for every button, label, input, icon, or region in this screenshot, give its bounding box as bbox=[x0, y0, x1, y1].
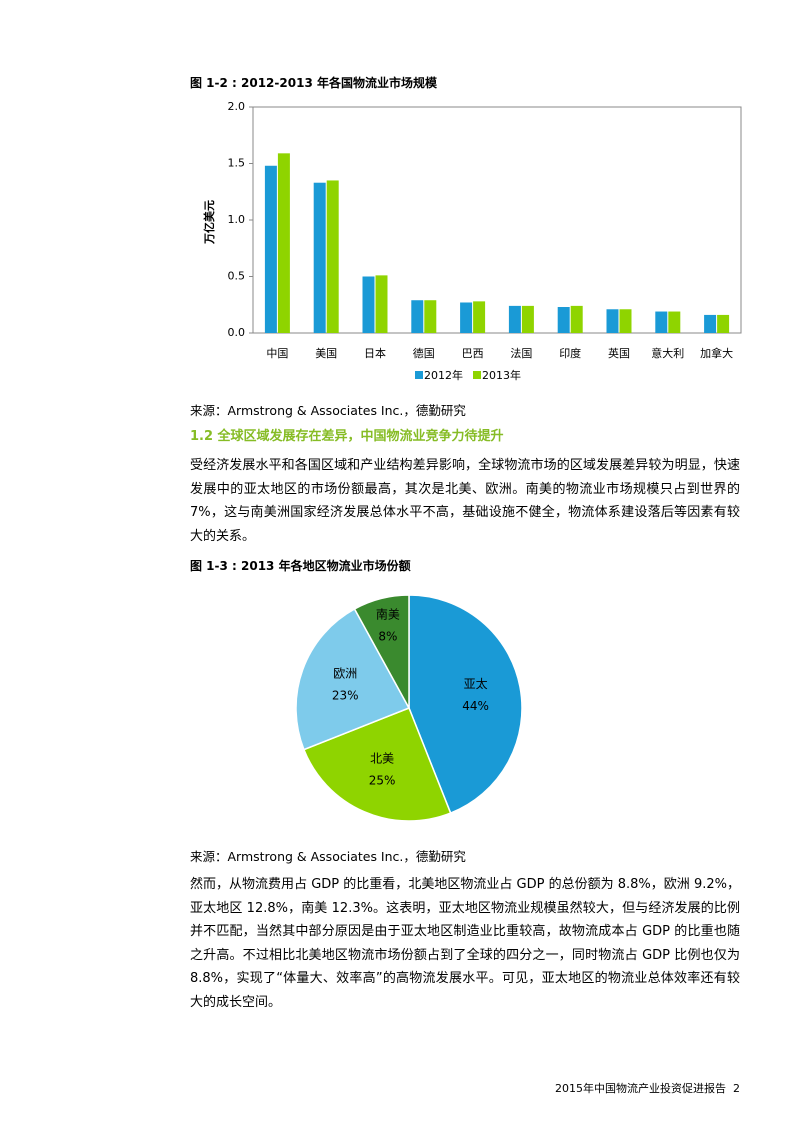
pie-slice bbox=[408, 594, 523, 815]
footer: 2015年中国物流产业投资促进报告 2 bbox=[555, 1080, 740, 1096]
pie-slice bbox=[295, 607, 411, 751]
bar bbox=[717, 314, 730, 333]
legend-label: 2013年 bbox=[482, 368, 521, 382]
bar bbox=[411, 300, 424, 333]
x-tick-label: 印度 bbox=[559, 346, 581, 360]
figure-title: 图 1-3 : 2013 年各地区物流业市场份额 bbox=[190, 559, 411, 573]
x-tick-label: 意大利 bbox=[651, 346, 684, 360]
slice-label: 北美 bbox=[370, 752, 394, 766]
paragraph: 受经济发展水平和各国区域和产业结构差异影响，全球物流市场的区域发展差异较为明显，… bbox=[190, 458, 740, 544]
x-tick-label: 法国 bbox=[510, 346, 532, 360]
y-tick-label: 0.0 bbox=[228, 326, 246, 339]
bar bbox=[326, 180, 339, 333]
slice-value: 44% bbox=[462, 699, 489, 713]
legend-swatch bbox=[473, 371, 481, 379]
bar-chart: 万亿美元 0.0 0.5 1.0 1.5 2.0 中国 美国 日本 德国 巴西 法国 印度 英国 意大利 加… bbox=[202, 100, 742, 382]
source: 来源：Armstrong & Associates Inc.，德勤研究 bbox=[190, 849, 466, 864]
y-tick-label: 1.5 bbox=[228, 157, 246, 170]
bar bbox=[375, 275, 388, 333]
bar bbox=[264, 165, 277, 333]
bar bbox=[704, 314, 717, 333]
slice-label: 南美 bbox=[376, 606, 400, 621]
bar bbox=[521, 305, 534, 333]
bar bbox=[619, 309, 632, 333]
slice-label: 欧洲 bbox=[333, 667, 357, 681]
slice-value: 25% bbox=[369, 774, 396, 788]
paragraph: 然而，从物流费用占 GDP 的比重看，北美地区物流业占 GDP 的总份额为 8.… bbox=[190, 877, 740, 1010]
x-tick-label: 巴西 bbox=[462, 347, 484, 360]
bar bbox=[277, 153, 290, 333]
bar bbox=[473, 301, 486, 333]
section-heading: 1.2 全球区域发展存在差异，中国物流业竞争力待提升 bbox=[190, 429, 504, 444]
bar bbox=[508, 305, 521, 333]
y-tick-label: 0.5 bbox=[228, 270, 246, 283]
figure-title: 图 1-2 : 2012-2013 年各国物流业市场规模 bbox=[190, 76, 437, 90]
bar bbox=[460, 302, 473, 333]
bar bbox=[668, 311, 681, 333]
bar bbox=[313, 182, 326, 333]
footer-title: 2015年中国物流产业投资促进报告 bbox=[555, 1082, 726, 1095]
x-tick-label: 英国 bbox=[608, 346, 630, 360]
bar bbox=[557, 307, 570, 333]
pie-chart: 亚太 44% 北美 25% 欧洲 23% 南美 8% bbox=[295, 594, 523, 822]
page-number: 2 bbox=[733, 1082, 740, 1095]
pie-slice bbox=[302, 707, 452, 822]
x-tick-label: 美国 bbox=[315, 347, 337, 360]
x-tick-label: 德国 bbox=[413, 346, 435, 360]
bar bbox=[362, 276, 375, 333]
bar bbox=[606, 309, 619, 333]
pie-slice bbox=[353, 594, 410, 709]
source: 来源：Armstrong & Associates Inc.，德勤研究 bbox=[190, 403, 466, 418]
y-axis-label: 万亿美元 bbox=[202, 200, 216, 245]
x-tick-label: 日本 bbox=[364, 346, 386, 360]
bar bbox=[655, 311, 668, 333]
legend-swatch bbox=[415, 371, 423, 379]
y-tick-label: 2.0 bbox=[228, 100, 246, 113]
slice-label: 亚太 bbox=[464, 676, 488, 691]
bar bbox=[424, 300, 437, 333]
legend-label: 2012年 bbox=[424, 368, 463, 382]
bar bbox=[570, 305, 583, 333]
y-tick-label: 1.0 bbox=[228, 213, 246, 226]
slice-value: 8% bbox=[378, 629, 397, 643]
slice-value: 23% bbox=[332, 689, 359, 703]
x-tick-label: 中国 bbox=[266, 347, 288, 360]
x-tick-label: 加拿大 bbox=[700, 346, 733, 360]
